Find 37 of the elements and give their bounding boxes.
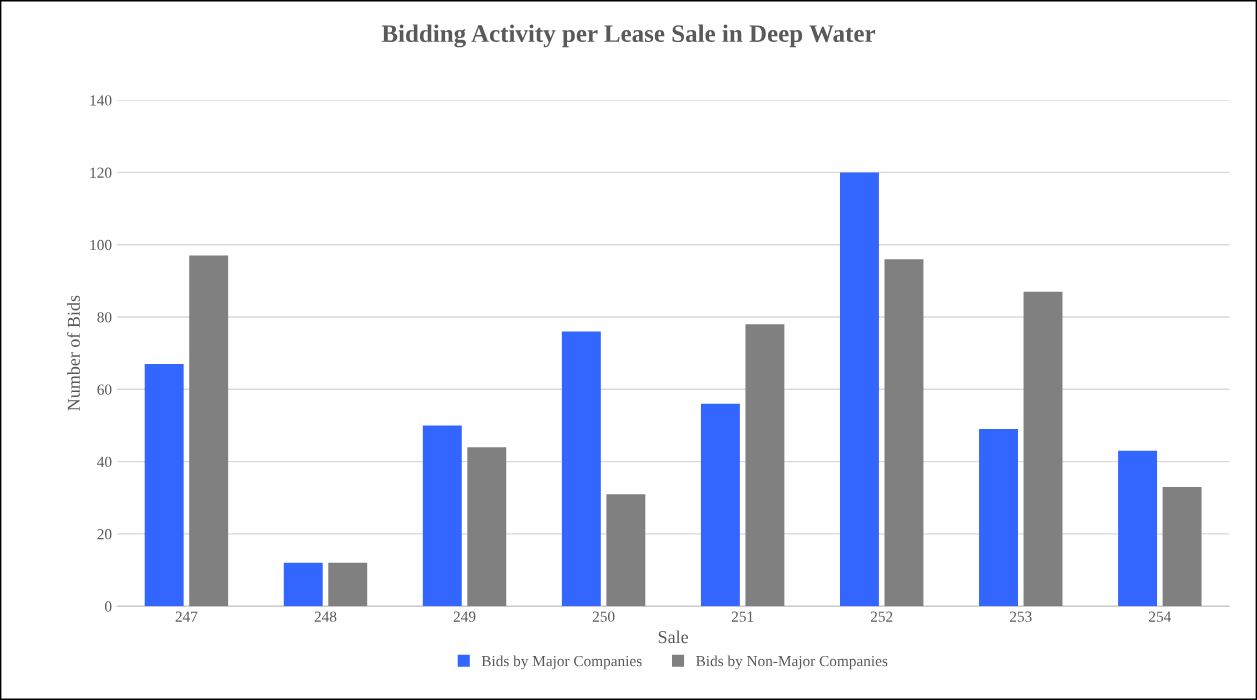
bar xyxy=(839,172,879,607)
legend-label: Bids by Non-Major Companies xyxy=(696,655,888,670)
x-tick-label: 252 xyxy=(870,611,893,622)
x-axis-title: Sale xyxy=(658,630,689,644)
bar xyxy=(144,363,184,607)
bar xyxy=(1162,486,1202,607)
x-tick-label: 253 xyxy=(1009,611,1032,622)
bar xyxy=(467,447,507,607)
bar xyxy=(1023,291,1063,607)
chart-title: Bidding Activity per Lease Sale in Deep Water xyxy=(381,24,876,48)
x-tick-label: 250 xyxy=(592,611,615,622)
bar xyxy=(422,425,462,607)
legend-label: Bids by Major Companies xyxy=(481,655,642,670)
bar xyxy=(884,259,924,607)
bar xyxy=(561,331,601,607)
bar xyxy=(606,494,646,607)
x-tick-label: 247 xyxy=(175,611,198,622)
bar xyxy=(979,429,1018,607)
x-tick-label: 251 xyxy=(731,611,754,622)
y-tick-label: 100 xyxy=(90,239,112,251)
y-axis-title: Number of Bids xyxy=(67,295,80,411)
y-tick-label: 60 xyxy=(97,384,112,395)
x-tick-label: 254 xyxy=(1149,611,1172,622)
y-tick-label: 140 xyxy=(90,95,112,106)
bar xyxy=(1118,450,1158,607)
x-tick-label: 249 xyxy=(453,611,476,622)
y-tick-label: 120 xyxy=(90,167,112,178)
bar xyxy=(328,562,368,607)
y-tick-label: 80 xyxy=(97,312,112,323)
bar xyxy=(189,255,229,607)
bar xyxy=(745,324,785,607)
y-tick-label: 40 xyxy=(97,456,112,468)
y-tick-label: 0 xyxy=(104,601,112,612)
bar xyxy=(700,403,740,607)
bar xyxy=(283,562,323,607)
x-tick-label: 248 xyxy=(314,611,337,622)
y-tick-label: 20 xyxy=(97,529,112,540)
